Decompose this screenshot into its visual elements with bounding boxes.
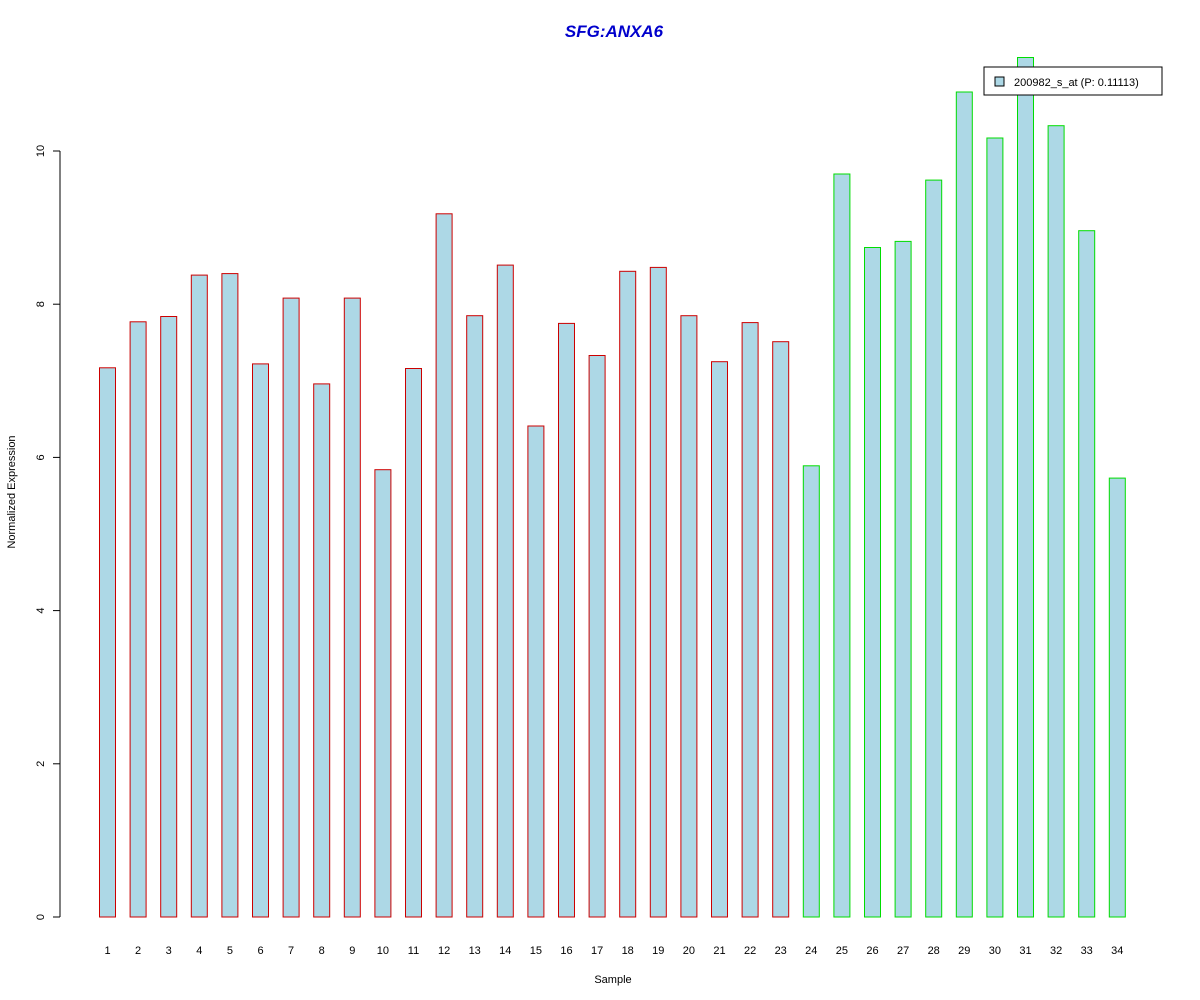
y-tick-label: 10 — [35, 145, 47, 157]
bar-sample-11 — [405, 368, 422, 918]
x-tick-labels: 1 2 3 4 5 6 7 8 9 10 11 12 13 14 15 16 17 18 19 20 21 22 23 24 2… — [104, 945, 1123, 957]
x-tick-label: 6 — [257, 945, 263, 957]
y-tick-label: 8 — [35, 301, 47, 307]
bar-sample-17 — [588, 355, 606, 918]
bar-sample-33 — [1078, 230, 1096, 918]
bar-sample-21 — [711, 361, 728, 918]
x-tick-label: 24 — [805, 945, 817, 957]
x-tick-label: 28 — [928, 945, 940, 957]
legend-label: 200982_s_at (P: 0.11113) — [1014, 77, 1139, 89]
bar-sample-19 — [649, 266, 667, 918]
x-tick-label: 23 — [775, 945, 787, 957]
bar-sample-31 — [1017, 57, 1034, 918]
legend: 200982_s_at (P: 0.11113) — [983, 66, 1163, 96]
bar-sample-32 — [1047, 125, 1065, 918]
x-axis-label: Sample — [594, 974, 631, 986]
x-tick-label: 2 — [135, 945, 141, 957]
x-tick-label: 8 — [319, 945, 325, 957]
bar-sample-2 — [129, 321, 147, 918]
y-tick-label: 0 — [35, 914, 47, 920]
x-tick-label: 21 — [713, 945, 725, 957]
chart-title: SFG:ANXA6 — [565, 22, 664, 41]
bar-sample-12 — [435, 213, 453, 918]
x-tick-label: 9 — [349, 945, 355, 957]
x-tick-label: 31 — [1019, 945, 1031, 957]
bar-sample-14 — [496, 264, 514, 918]
x-tick-label: 29 — [958, 945, 970, 957]
legend-box — [983, 66, 1163, 96]
x-tick-label: 4 — [196, 945, 202, 957]
x-tick-label: 13 — [469, 945, 481, 957]
y-axis-label: Normalized Expression — [6, 435, 18, 548]
bar-sample-7 — [282, 297, 300, 918]
legend-swatch — [994, 76, 1005, 87]
bar-sample-29 — [955, 91, 973, 918]
x-tick-label: 26 — [866, 945, 878, 957]
bar-sample-28 — [925, 179, 943, 918]
bar-sample-18 — [619, 270, 637, 918]
bar-sample-15 — [527, 425, 545, 918]
x-tick-label: 32 — [1050, 945, 1062, 957]
bar-sample-25 — [833, 173, 851, 918]
bar-sample-3 — [160, 316, 178, 918]
x-tick-label: 27 — [897, 945, 909, 957]
bar-sample-34 — [1108, 477, 1126, 918]
bar-sample-30 — [986, 137, 1004, 918]
x-tick-label: 12 — [438, 945, 450, 957]
x-tick-label: 14 — [499, 945, 511, 957]
bars — [99, 57, 1126, 918]
x-tick-label: 5 — [227, 945, 233, 957]
x-tick-label: 7 — [288, 945, 294, 957]
bar-sample-24 — [802, 465, 820, 918]
y-tick-label: 2 — [35, 761, 47, 767]
x-tick-label: 22 — [744, 945, 756, 957]
bar-sample-20 — [680, 315, 698, 918]
x-tick-label: 25 — [836, 945, 848, 957]
y-tick-label: 6 — [35, 454, 47, 460]
x-tick-label: 3 — [166, 945, 172, 957]
x-tick-label: 17 — [591, 945, 603, 957]
x-tick-label: 1 — [104, 945, 110, 957]
x-tick-label: 16 — [560, 945, 572, 957]
x-tick-label: 15 — [530, 945, 542, 957]
x-tick-label: 20 — [683, 945, 695, 957]
bar-sample-23 — [772, 341, 790, 918]
bar-sample-1 — [99, 367, 116, 918]
bar-sample-8 — [313, 383, 331, 918]
bar-sample-16 — [558, 322, 575, 918]
bar-sample-13 — [466, 315, 484, 918]
x-tick-label: 30 — [989, 945, 1001, 957]
y-tick-label: 4 — [35, 608, 47, 614]
bar-sample-10 — [374, 469, 392, 918]
bar-sample-4 — [190, 274, 208, 918]
bar-sample-27 — [894, 240, 912, 918]
x-tick-label: 34 — [1111, 945, 1123, 957]
x-tick-label: 10 — [377, 945, 389, 957]
y-axis: 0 2 4 6 8 10 — [35, 145, 61, 920]
bar-sample-9 — [343, 297, 361, 918]
x-tick-label: 33 — [1081, 945, 1093, 957]
x-tick-label: 19 — [652, 945, 664, 957]
bar-sample-22 — [741, 322, 759, 918]
bar-sample-6 — [252, 363, 269, 918]
x-tick-label: 18 — [622, 945, 634, 957]
bar-sample-5 — [221, 273, 239, 918]
bar-sample-26 — [864, 247, 881, 918]
x-tick-label: 11 — [408, 945, 419, 957]
